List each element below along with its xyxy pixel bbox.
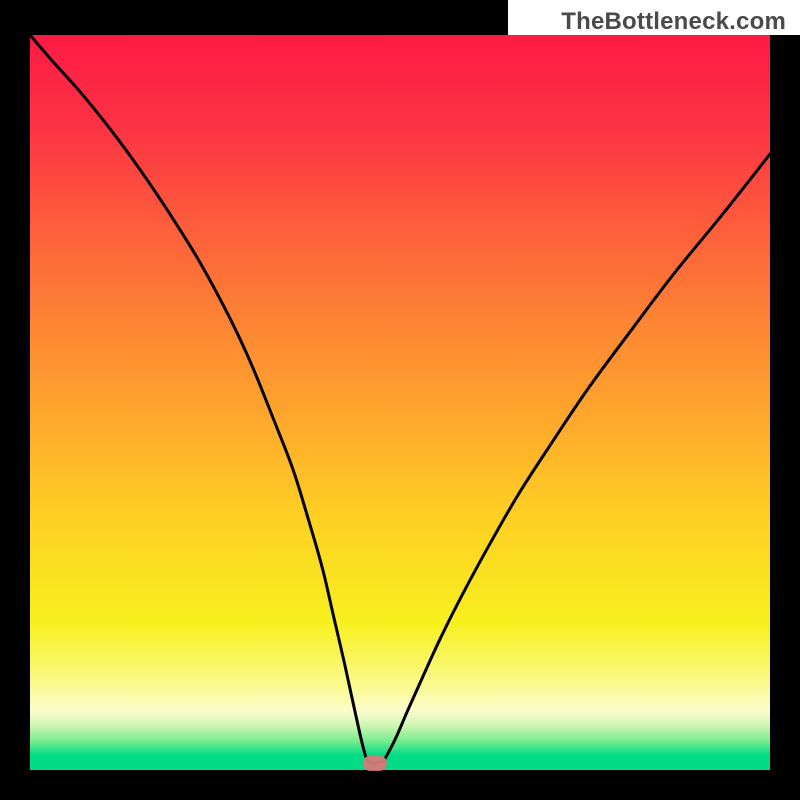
vertex-marker xyxy=(363,756,387,771)
bottleneck-chart xyxy=(0,0,800,800)
watermark-label: TheBottleneck.com xyxy=(561,8,786,36)
plot-background xyxy=(30,35,770,770)
chart-container: TheBottleneck.com xyxy=(0,0,800,800)
